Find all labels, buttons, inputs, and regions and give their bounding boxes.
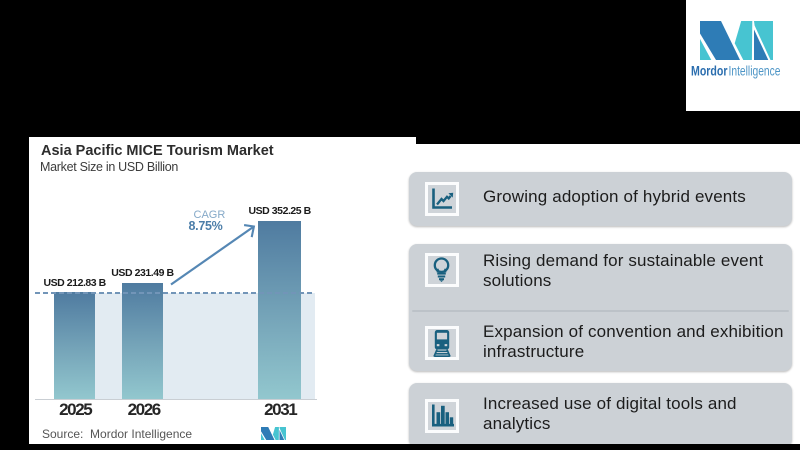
svg-text:Mordor: Mordor	[691, 63, 728, 79]
svg-text:Intelligence: Intelligence	[729, 63, 781, 79]
